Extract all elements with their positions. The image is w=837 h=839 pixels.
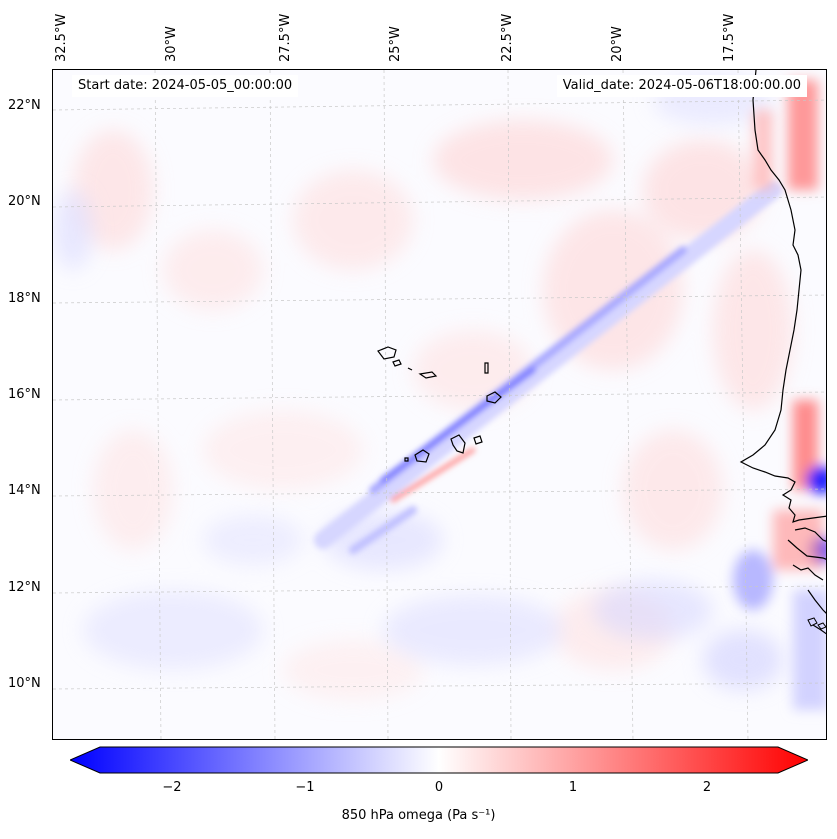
colorbar-tick-1: 1 (568, 780, 578, 795)
start-date-label: Start date: 2024-05-05_00:00:00 (72, 75, 299, 97)
colorbar-bar (70, 746, 808, 774)
lon-label-32-5w: 32.5°W (54, 13, 69, 62)
colorbar (70, 746, 808, 774)
african-coastline (739, 70, 826, 635)
lon-label-30w: 30°W (164, 26, 179, 62)
lat-label-18n: 18°N (8, 291, 41, 306)
lon-label-27-5w: 27.5°W (278, 13, 293, 62)
colorbar-label: 850 hPa omega (Pa s⁻¹) (341, 808, 496, 823)
lat-label-10n: 10°N (8, 676, 41, 691)
map-panel[interactable] (52, 69, 827, 740)
cape-verde-islands (377, 346, 502, 463)
colorbar-tick-neg1: −1 (295, 780, 315, 795)
colorbar-tick-0: 0 (434, 780, 444, 795)
lon-label-20w: 20°W (610, 26, 625, 62)
lat-label-12n: 12°N (8, 580, 41, 595)
lat-label-16n: 16°N (8, 387, 41, 402)
lon-label-22-5w: 22.5°W (500, 13, 515, 62)
lat-label-22n: 22°N (8, 98, 41, 113)
graticule (53, 70, 826, 739)
lat-label-14n: 14°N (8, 483, 41, 498)
bissagos-islands (807, 617, 826, 630)
valid-date-label: Valid_date: 2024-05-06T18:00:00.00 (556, 75, 807, 97)
lon-label-25w: 25°W (388, 26, 403, 62)
lat-label-20n: 20°N (8, 194, 41, 209)
lon-label-17-5w: 17.5°W (722, 13, 737, 62)
omega-field-map (53, 70, 826, 739)
omega-diagonal-band (314, 181, 782, 554)
colorbar-tick-neg2: −2 (162, 780, 182, 795)
colorbar-tick-2: 2 (702, 780, 712, 795)
